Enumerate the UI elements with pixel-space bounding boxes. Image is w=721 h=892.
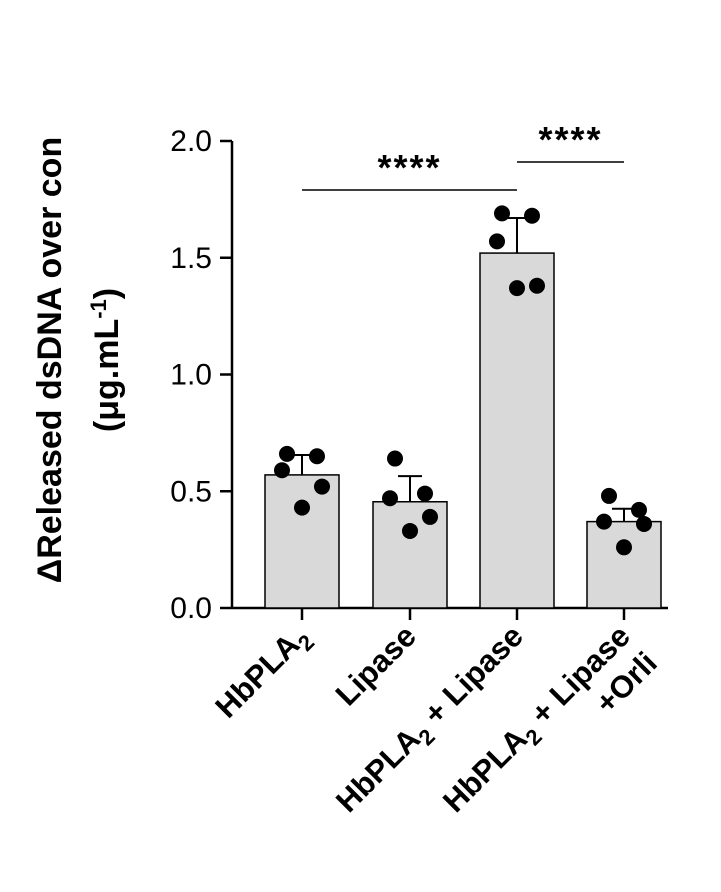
data-point	[422, 508, 438, 525]
y-tick-label: 1.0	[170, 359, 212, 392]
data-point	[382, 490, 398, 507]
error-bars	[290, 217, 636, 522]
data-point	[402, 522, 418, 539]
bar	[586, 520, 662, 609]
data-point	[509, 280, 525, 297]
data-point	[601, 487, 617, 504]
data-point	[529, 277, 545, 294]
x-tick-label: Lipase	[329, 618, 423, 712]
data-point	[294, 499, 310, 516]
bar	[264, 474, 340, 609]
significance-label: ****	[377, 147, 441, 188]
y-tick-label: 0.0	[170, 592, 212, 625]
bar	[479, 252, 555, 609]
y-axis-label-line2: (μg.mL-1)	[86, 288, 126, 432]
significance-label: ****	[538, 119, 602, 160]
data-point	[524, 207, 540, 224]
y-tick-label: 2.0	[170, 125, 212, 158]
x-tick-label: HbPLA2 + Lipase	[436, 618, 641, 823]
data-point	[494, 205, 510, 222]
axes: 0.0 0.5 1.0 1.5 2.0	[170, 125, 668, 625]
data-point	[596, 513, 612, 530]
data-point	[489, 233, 505, 250]
bars	[264, 252, 662, 609]
data-point	[417, 485, 433, 502]
data-point	[309, 448, 325, 465]
data-points	[274, 205, 652, 556]
y-tick-label: 1.5	[170, 242, 212, 275]
data-point	[387, 450, 403, 467]
x-tick-label: HbPLA2	[208, 618, 319, 729]
data-point	[636, 515, 652, 532]
y-tick-label: 0.5	[170, 475, 212, 508]
data-point	[279, 445, 295, 462]
data-point	[274, 462, 290, 479]
data-point	[314, 478, 330, 495]
y-axis-label: ΔReleased dsDNA over con (μg.mL-1)	[31, 137, 126, 583]
significance-brackets: **** ****	[302, 119, 624, 191]
x-tick-label: HbPLA2 + Lipase	[329, 618, 534, 823]
data-point	[616, 539, 632, 556]
y-axis-label-line1: ΔReleased dsDNA over con	[31, 137, 69, 583]
data-point	[631, 501, 647, 518]
